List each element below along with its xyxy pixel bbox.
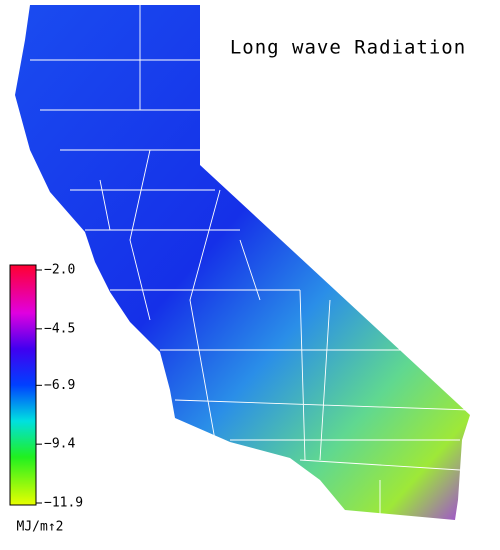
scale-tick-label: −11.9 xyxy=(44,496,83,511)
county-lines xyxy=(30,5,471,515)
scale-tick-label: −6.9 xyxy=(44,378,75,393)
scale-tick-label: −2.0 xyxy=(44,263,75,278)
state-shape xyxy=(15,5,470,520)
scale-tick-label: −9.4 xyxy=(44,437,75,452)
unit-label: MJ/m↑2 xyxy=(17,520,64,535)
scale-tick-label: −4.5 xyxy=(44,321,75,336)
map-title: Long wave Radiation xyxy=(230,37,466,59)
color-scale xyxy=(9,264,37,506)
